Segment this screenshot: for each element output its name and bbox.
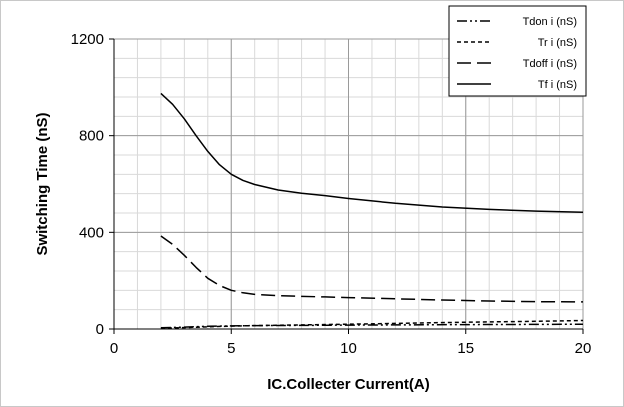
legend-label-2: Tdoff i (nS) — [523, 58, 577, 70]
y-tick-label: 1200 — [71, 31, 104, 48]
legend-label-1: Tr i (nS) — [538, 37, 577, 49]
x-tick-label: 10 — [340, 340, 357, 357]
legend-label-0: Tdon i (nS) — [523, 16, 577, 28]
x-axis-label: IC.Collecter Current(A) — [267, 376, 430, 393]
y-tick-label: 400 — [79, 224, 104, 241]
series-line-1 — [160, 319, 584, 330]
y-axis-label: Switching Time (nS) — [34, 112, 51, 255]
y-tick-label: 0 — [96, 321, 104, 338]
axes — [109, 38, 584, 334]
x-tick-label: 0 — [110, 340, 118, 357]
x-tick-label: 5 — [227, 340, 235, 357]
series-line-2 — [160, 235, 584, 303]
y-tick-label: 800 — [79, 128, 104, 145]
x-tick-label: 15 — [457, 340, 474, 357]
series — [160, 92, 584, 330]
legend-label-3: Tf i (nS) — [538, 79, 577, 91]
tick-labels: 0 5 10 15 20 0 400 800 1200 — [71, 31, 592, 357]
legend: Tdon i (nS) Tr i (nS) Tdoff i (nS) Tf i (nS… — [448, 5, 587, 97]
series-line-3 — [160, 92, 584, 214]
x-tick-label: 20 — [575, 340, 592, 357]
